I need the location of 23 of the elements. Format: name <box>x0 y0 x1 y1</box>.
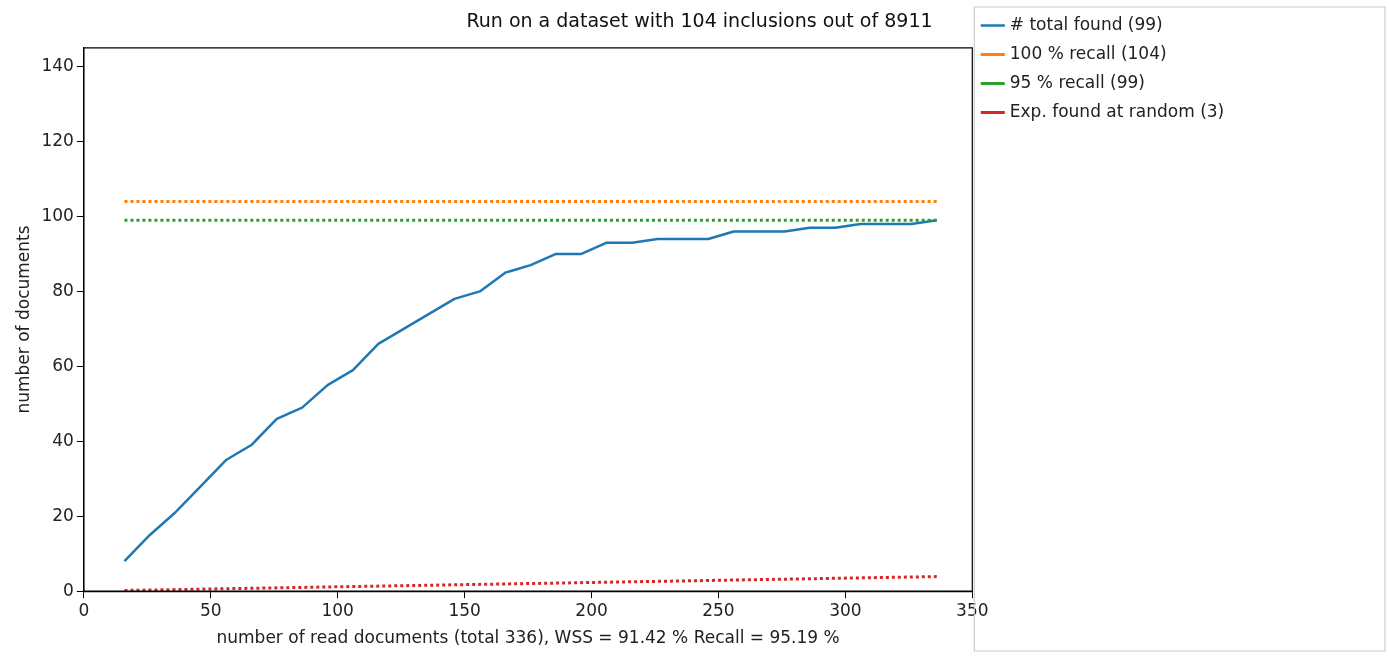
y-tick-label: 0 <box>63 579 74 600</box>
x-tick-label: 200 <box>575 599 608 620</box>
x-tick-label: 50 <box>199 599 222 620</box>
y-tick-label: 140 <box>41 54 74 75</box>
legend-label: 95 % recall (99) <box>1009 71 1145 92</box>
y-tick-label: 40 <box>52 429 74 450</box>
x-axis-title: number of read documents (total 336), WSS = 91.42 % Recall = 95.19 % <box>216 627 840 648</box>
x-tick-label: 100 <box>321 599 354 620</box>
legend-label: 100 % recall (104) <box>1009 42 1167 63</box>
y-tick-label: 80 <box>52 279 74 300</box>
x-tick-label: 0 <box>78 599 90 620</box>
y-tick-label: 60 <box>52 354 74 375</box>
legend-label: # total found (99) <box>1009 13 1163 34</box>
y-tick-label: 20 <box>52 504 74 525</box>
x-tick-label: 300 <box>829 599 862 620</box>
legend-label: Exp. found at random (3) <box>1009 100 1225 121</box>
x-tick-label: 250 <box>702 599 735 620</box>
y-tick-label: 100 <box>41 204 74 225</box>
x-tick-label: 150 <box>448 599 481 620</box>
x-tick-label: 350 <box>956 599 989 620</box>
y-tick-label: 120 <box>41 129 74 150</box>
chart-title: Run on a dataset with 104 inclusions out of 8911 <box>466 9 933 32</box>
y-axis-title: number of documents <box>12 225 33 414</box>
